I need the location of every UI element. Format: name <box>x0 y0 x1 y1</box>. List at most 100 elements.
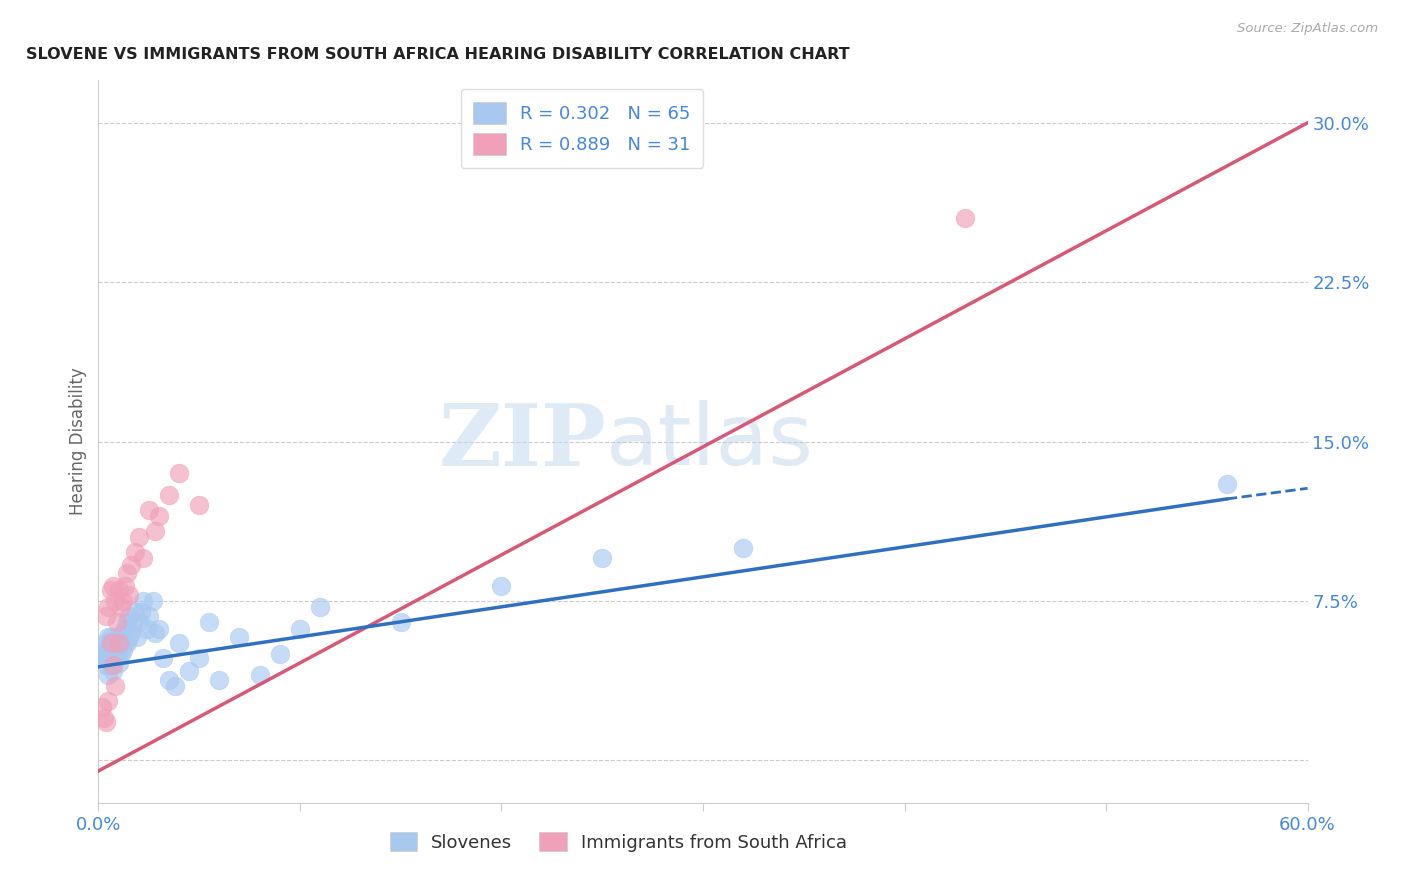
Point <box>142 594 165 608</box>
Point <box>100 583 122 598</box>
Point <box>115 566 138 581</box>
Point <box>389 615 412 630</box>
Text: SLOVENE VS IMMIGRANTS FROM SOUTH AFRICA HEARING DISABILITY CORRELATION CHART: SLOVENE VS IMMIGRANTS FROM SOUTH AFRICA … <box>25 47 849 62</box>
Point <box>188 651 211 665</box>
Point <box>228 630 250 644</box>
Point <box>97 600 120 615</box>
Point <box>163 679 186 693</box>
Point <box>91 651 114 665</box>
Point <box>101 579 124 593</box>
Point <box>491 579 513 593</box>
Point <box>97 651 120 665</box>
Point <box>733 541 755 555</box>
Point <box>114 636 136 650</box>
Point <box>103 594 125 608</box>
Point <box>128 530 150 544</box>
Point <box>93 642 115 657</box>
Point <box>288 622 311 636</box>
Point <box>953 211 976 226</box>
Point <box>100 642 122 657</box>
Point <box>115 636 138 650</box>
Point <box>110 647 132 661</box>
Point <box>129 605 152 619</box>
Text: ZIP: ZIP <box>439 400 606 483</box>
Point <box>107 630 129 644</box>
Point <box>105 642 128 657</box>
Point <box>143 524 166 538</box>
Point <box>179 664 201 678</box>
Point <box>124 545 146 559</box>
Point <box>114 622 136 636</box>
Point <box>120 625 142 640</box>
Point <box>101 664 124 678</box>
Point <box>93 711 115 725</box>
Point <box>128 615 150 630</box>
Point <box>107 642 129 657</box>
Point <box>103 642 125 657</box>
Point <box>135 622 157 636</box>
Point <box>101 657 124 672</box>
Point <box>111 625 134 640</box>
Point <box>100 657 122 672</box>
Point <box>105 630 128 644</box>
Point <box>111 642 134 657</box>
Point <box>103 651 125 665</box>
Point <box>249 668 271 682</box>
Point <box>143 625 166 640</box>
Point <box>96 608 118 623</box>
Point <box>118 588 141 602</box>
Text: atlas: atlas <box>606 400 814 483</box>
Point <box>148 622 170 636</box>
Point <box>96 636 118 650</box>
Point <box>118 608 141 623</box>
Point <box>1216 477 1239 491</box>
Point <box>157 673 180 687</box>
Point <box>107 636 129 650</box>
Point <box>111 594 134 608</box>
Point <box>152 651 174 665</box>
Point <box>120 558 142 572</box>
Point <box>124 605 146 619</box>
Point <box>96 657 118 672</box>
Point <box>110 634 132 648</box>
Point <box>114 579 136 593</box>
Point <box>110 600 132 615</box>
Point <box>91 700 114 714</box>
Point <box>148 508 170 523</box>
Point <box>118 630 141 644</box>
Point <box>208 673 231 687</box>
Point <box>138 608 160 623</box>
Point <box>97 668 120 682</box>
Point <box>105 615 128 630</box>
Point <box>100 630 122 644</box>
Point <box>101 647 124 661</box>
Point <box>107 656 129 670</box>
Point <box>103 679 125 693</box>
Point <box>167 467 190 481</box>
Point <box>107 583 129 598</box>
Point <box>269 647 291 661</box>
Point <box>115 615 138 630</box>
Point <box>97 630 120 644</box>
Point <box>125 630 148 644</box>
Point <box>132 551 155 566</box>
Point <box>138 502 160 516</box>
Point <box>591 551 613 566</box>
Y-axis label: Hearing Disability: Hearing Disability <box>69 368 87 516</box>
Point <box>132 594 155 608</box>
Point <box>309 600 332 615</box>
Point <box>157 488 180 502</box>
Point <box>188 498 211 512</box>
Point <box>167 636 190 650</box>
Legend: Slovenes, Immigrants from South Africa: Slovenes, Immigrants from South Africa <box>382 825 855 859</box>
Point <box>96 647 118 661</box>
Point <box>121 615 143 630</box>
Point <box>97 694 120 708</box>
Point <box>103 634 125 648</box>
Point <box>97 642 120 657</box>
Point <box>101 636 124 650</box>
Point <box>96 714 118 729</box>
Text: Source: ZipAtlas.com: Source: ZipAtlas.com <box>1237 22 1378 36</box>
Point <box>105 651 128 665</box>
Point <box>198 615 221 630</box>
